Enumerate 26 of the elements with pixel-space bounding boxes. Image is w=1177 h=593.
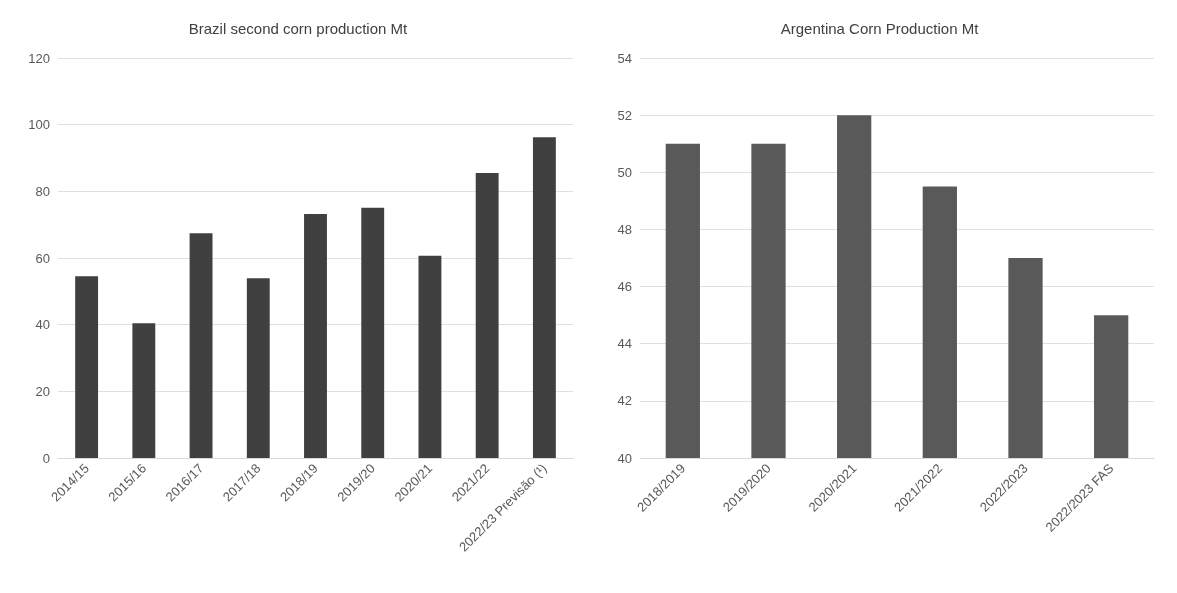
y-tick-label: 20 bbox=[35, 383, 50, 399]
bar bbox=[361, 207, 385, 458]
y-tick-label: 40 bbox=[617, 450, 632, 466]
y-tick-label: 60 bbox=[35, 250, 50, 266]
bar bbox=[189, 233, 213, 458]
y-tick-label: 52 bbox=[617, 107, 632, 123]
y-tick-label: 40 bbox=[35, 317, 50, 333]
y-tick-label: 42 bbox=[617, 393, 632, 409]
y-tick-label: 46 bbox=[617, 279, 632, 295]
bar bbox=[532, 137, 556, 458]
y-tick-label: 44 bbox=[617, 336, 632, 352]
bar bbox=[304, 214, 327, 458]
y-tick-label: 80 bbox=[35, 183, 50, 199]
bar bbox=[132, 323, 156, 458]
chart-title: Brazil second corn production Mt bbox=[188, 20, 409, 37]
chart-title: Argentina Corn Production Mt bbox=[780, 20, 980, 37]
y-tick-label: 48 bbox=[617, 221, 632, 237]
y-tick-label: 50 bbox=[617, 164, 632, 180]
bar bbox=[246, 278, 270, 458]
bar bbox=[418, 255, 442, 458]
y-tick-label: 0 bbox=[42, 450, 50, 466]
y-tick-label: 120 bbox=[28, 50, 50, 66]
bar bbox=[75, 276, 99, 458]
y-tick-label: 100 bbox=[28, 117, 50, 133]
y-tick-label: 54 bbox=[617, 50, 632, 66]
bar bbox=[475, 173, 499, 458]
